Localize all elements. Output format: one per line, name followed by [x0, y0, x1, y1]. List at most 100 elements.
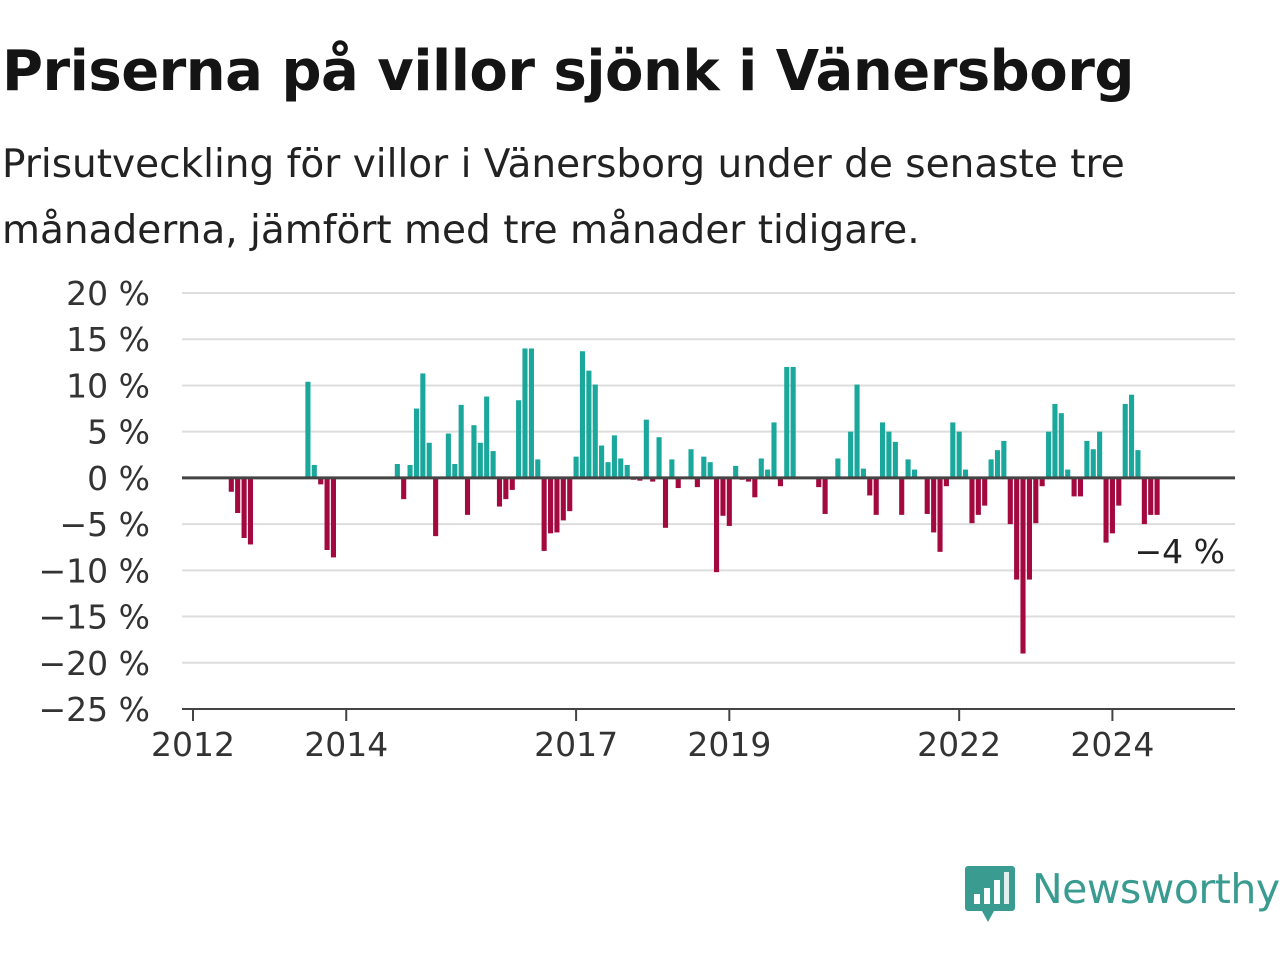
bar — [560, 477, 566, 521]
bar — [822, 477, 828, 514]
y-tick-label: 5 % — [87, 413, 150, 452]
logo-wordmark: Newsworthy — [1032, 865, 1280, 913]
x-tick-label: 2022 — [917, 725, 1001, 764]
bar — [982, 477, 988, 506]
bar — [771, 422, 777, 478]
bar — [1135, 450, 1141, 478]
bar — [1020, 477, 1026, 654]
y-tick-label: −15 % — [39, 598, 151, 637]
bar — [924, 477, 930, 514]
bar — [892, 441, 898, 478]
bar — [777, 477, 783, 487]
y-tick-label: 10 % — [66, 366, 150, 405]
bar — [426, 442, 432, 478]
bar — [956, 431, 962, 478]
y-tick-label: 15 % — [66, 320, 150, 359]
bar — [586, 370, 592, 478]
bar — [1090, 449, 1096, 478]
bar — [745, 477, 752, 482]
x-tick-label: 2012 — [151, 725, 235, 764]
bar — [522, 348, 528, 478]
bar — [1071, 477, 1077, 497]
y-tick-label: 20 % — [66, 274, 150, 313]
newsworthy-logo[interactable]: Newsworthy — [964, 864, 1280, 926]
bar — [567, 477, 573, 512]
bar — [835, 458, 841, 478]
bar — [611, 435, 617, 478]
bar — [1122, 403, 1128, 478]
bar — [592, 384, 598, 478]
bar — [241, 477, 247, 538]
bars — [228, 348, 1160, 654]
bar — [931, 477, 937, 533]
y-tick-label: −5 % — [60, 505, 151, 544]
bar — [579, 351, 585, 478]
bar — [662, 477, 669, 528]
bar — [228, 477, 234, 492]
bar — [848, 431, 854, 478]
chart-title: Priserna på villor sjönk i Vänersborg — [2, 39, 1134, 104]
bar — [407, 464, 413, 478]
bar — [643, 419, 649, 478]
bar — [1007, 477, 1013, 525]
bar — [420, 373, 426, 478]
x-tick-label: 2014 — [304, 725, 388, 764]
bar — [324, 477, 330, 550]
bar — [452, 464, 458, 478]
bar — [1052, 403, 1058, 478]
bar — [433, 477, 439, 537]
bar — [1109, 477, 1115, 534]
bar — [1103, 477, 1109, 543]
x-tick-label: 2019 — [687, 725, 771, 764]
bar — [330, 477, 336, 558]
bar — [950, 422, 956, 478]
bar — [860, 468, 866, 478]
bar — [541, 477, 547, 551]
bar — [816, 477, 822, 488]
bar — [669, 459, 675, 478]
bar — [573, 456, 579, 478]
y-axis-tick-labels: 20 % 15 % 10 % 5 % 0 % −5 % −10 % −15 % −20 % −25… — [39, 274, 151, 729]
bar — [969, 477, 975, 524]
bar — [962, 469, 969, 478]
bar — [726, 477, 732, 526]
bar — [1129, 394, 1135, 478]
x-tick-label: 2017 — [534, 725, 618, 764]
bar — [975, 477, 981, 515]
bar — [548, 477, 554, 534]
bar — [618, 458, 624, 478]
bar — [1097, 431, 1103, 478]
bar — [886, 431, 892, 478]
chart-subtitle: Prisutveckling för villor i Vänersborg u… — [2, 142, 1125, 253]
bar — [656, 437, 662, 478]
bar — [1141, 477, 1147, 525]
grid-lines — [182, 292, 1235, 664]
x-axis: 2012 2014 2017 2019 2022 2024 — [151, 708, 1235, 764]
bar — [867, 477, 873, 496]
bar — [496, 477, 503, 507]
y-tick-label: 0 % — [87, 459, 150, 498]
bar — [1116, 477, 1122, 506]
bar — [235, 477, 241, 514]
bar — [994, 450, 1001, 478]
bar — [464, 477, 471, 515]
bar — [790, 366, 796, 478]
bar — [752, 477, 758, 498]
bar — [873, 477, 879, 515]
bar — [490, 451, 496, 478]
y-tick-label: −10 % — [39, 551, 151, 590]
bar — [1039, 477, 1045, 487]
bar — [1148, 477, 1154, 515]
bar — [503, 477, 509, 500]
bar — [937, 477, 943, 552]
bar — [458, 404, 464, 478]
bar — [605, 462, 611, 478]
bar — [765, 469, 771, 478]
bar — [1001, 440, 1007, 478]
bar — [880, 422, 886, 478]
bar — [905, 459, 911, 478]
bar — [311, 464, 317, 478]
bar — [1058, 413, 1064, 478]
bar — [1033, 477, 1039, 524]
bar — [509, 477, 515, 490]
